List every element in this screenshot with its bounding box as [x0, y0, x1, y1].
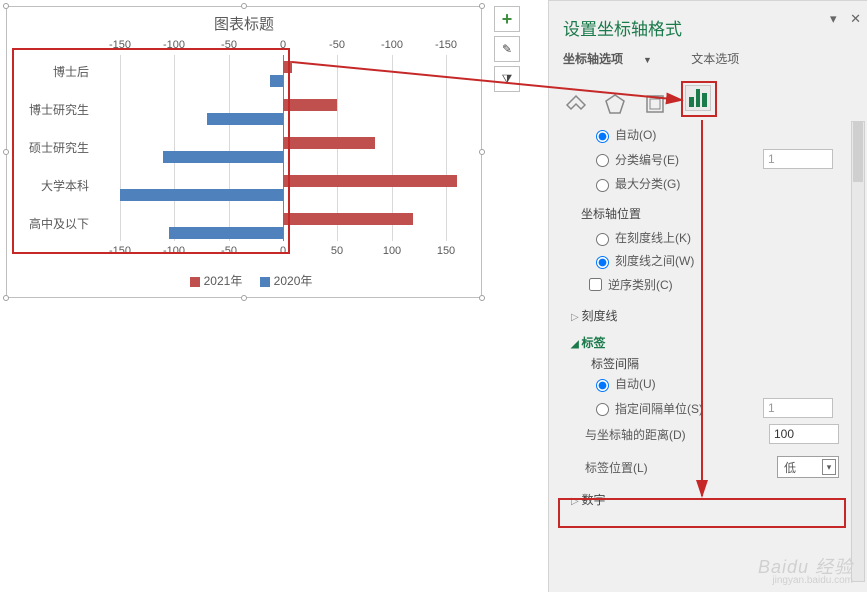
resize-handle[interactable]	[241, 295, 247, 301]
resize-handle[interactable]	[241, 3, 247, 9]
chart-filter-button[interactable]: ⧩	[494, 66, 520, 92]
bar-2020[interactable]	[169, 227, 283, 239]
gridline	[446, 55, 447, 241]
watermark: Baidu 经验 jingyan.baidu.com	[758, 558, 853, 586]
bar-2021[interactable]	[283, 175, 457, 187]
label-position-select[interactable]: 低 ▾	[777, 456, 839, 478]
pane-tabs: 坐标轴选项▼ 文本选项	[563, 50, 857, 71]
chart-title[interactable]: 图表标题	[7, 13, 481, 34]
axis-position-title: 坐标轴位置	[581, 205, 839, 222]
pane-scrollbar[interactable]	[851, 121, 865, 582]
fill-line-icon[interactable]	[563, 91, 589, 117]
radio-max-category[interactable]: 最大分类(G)	[571, 172, 839, 195]
bar-2020[interactable]	[163, 151, 283, 163]
distance-input[interactable]	[769, 424, 839, 444]
section-number[interactable]: 数字	[571, 491, 839, 508]
radio-on-tick[interactable]: 在刻度线上(K)	[571, 226, 839, 249]
section-ticks[interactable]: 刻度线	[571, 307, 839, 324]
pane-body: 自动(O) 分类编号(E) 最大分类(G) 坐标轴位置 在刻度线上(K) 刻度线…	[571, 123, 857, 508]
category-number-input[interactable]	[763, 149, 833, 169]
label-position-row: 标签位置(L) 低 ▾	[571, 453, 839, 481]
resize-handle[interactable]	[479, 149, 485, 155]
specify-interval-input[interactable]	[763, 398, 833, 418]
radio-auto[interactable]: 自动(O)	[571, 123, 839, 146]
distance-row: 与坐标轴的距离(D)	[571, 421, 839, 447]
gridline	[174, 55, 175, 241]
radio-between-tick[interactable]: 刻度线之间(W)	[571, 249, 839, 272]
bar-2020[interactable]	[120, 189, 283, 201]
radio-category-number[interactable]: 分类编号(E)	[571, 146, 839, 172]
resize-handle[interactable]	[479, 3, 485, 9]
bar-2021[interactable]	[283, 213, 413, 225]
pane-controls: ▾ ✕	[820, 11, 861, 27]
y-label: 博士研究生	[7, 101, 89, 118]
checkbox-reverse[interactable]: 逆序类别(C)	[571, 272, 839, 297]
legend-swatch	[260, 277, 270, 287]
size-properties-icon[interactable]	[642, 91, 668, 117]
pane-title: 设置坐标轴格式	[563, 15, 857, 40]
tab-axis-options[interactable]: 坐标轴选项▼	[563, 50, 670, 71]
chart-legend[interactable]: 2021年 2020年	[7, 272, 481, 289]
axis-options-icon-highlight	[681, 81, 717, 117]
axis-options-icon[interactable]	[685, 85, 711, 111]
chart-styles-button[interactable]: ✎	[494, 36, 520, 62]
chart-side-tools: + ✎ ⧩	[494, 6, 522, 96]
plot-area[interactable]	[99, 55, 469, 241]
gridline	[120, 55, 121, 241]
chevron-down-icon: ▾	[822, 459, 836, 475]
resize-handle[interactable]	[479, 295, 485, 301]
bar-2021[interactable]	[283, 61, 292, 73]
effects-icon[interactable]	[602, 91, 628, 117]
radio-label-specify[interactable]: 指定间隔单位(S)	[571, 395, 839, 421]
format-axis-pane: ▾ ✕ 设置坐标轴格式 坐标轴选项▼ 文本选项 自动(O) 分类编号(E) 最大…	[548, 0, 867, 592]
tab-text-options[interactable]: 文本选项	[691, 50, 739, 69]
bar-2021[interactable]	[283, 137, 375, 149]
y-label: 博士后	[7, 63, 89, 80]
gridline	[229, 55, 230, 241]
y-label: 大学本科	[7, 177, 89, 194]
pane-icon-tabs	[563, 81, 857, 117]
legend-swatch	[190, 277, 200, 287]
y-axis-labels: 博士后 博士研究生 硕士研究生 大学本科 高中及以下	[7, 55, 95, 241]
chart-container[interactable]: 图表标题 博士后 博士研究生 硕士研究生 大学本科 高中及以下 -150 -10…	[6, 6, 482, 298]
pane-minimize-button[interactable]: ▾	[830, 11, 837, 26]
resize-handle[interactable]	[3, 295, 9, 301]
bar-2021[interactable]	[283, 99, 337, 111]
pane-close-button[interactable]: ✕	[850, 11, 861, 26]
chart-elements-button[interactable]: +	[494, 6, 520, 32]
section-labels[interactable]: 标签	[571, 334, 839, 351]
y-label: 硕士研究生	[7, 139, 89, 156]
scroll-thumb[interactable]	[853, 122, 863, 182]
resize-handle[interactable]	[3, 3, 9, 9]
radio-label-auto[interactable]: 自动(U)	[571, 372, 839, 395]
y-label: 高中及以下	[7, 215, 89, 232]
bar-2020[interactable]	[207, 113, 283, 125]
label-interval-title: 标签间隔	[591, 355, 839, 372]
bar-2020[interactable]	[270, 75, 283, 87]
